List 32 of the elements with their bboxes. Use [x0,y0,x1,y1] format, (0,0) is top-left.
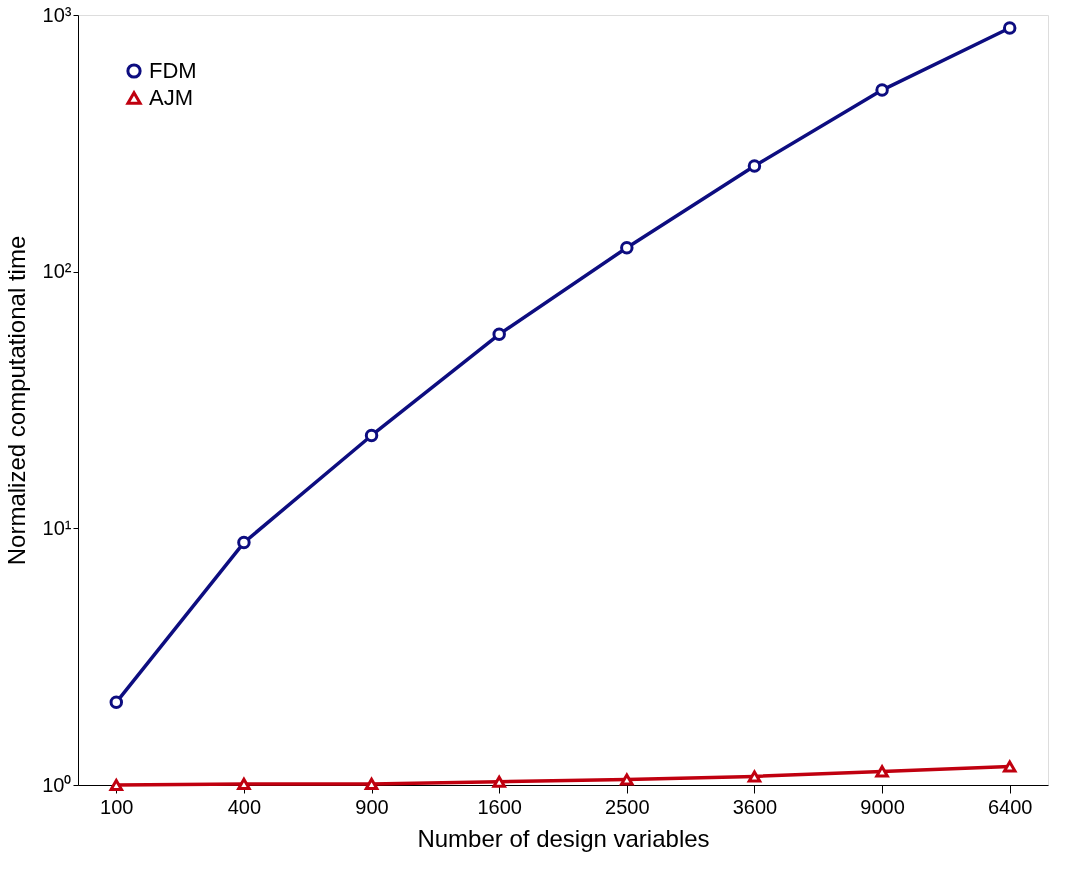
point [492,775,506,788]
x-tick-label: 1600 [477,795,522,818]
point [620,773,634,786]
point [109,695,124,710]
point [364,777,379,790]
point [237,777,251,790]
point [109,778,124,792]
y-tick-label: 10³ [42,3,72,26]
point [1002,760,1017,773]
y-tick-label: 10⁰ [42,773,72,796]
x-tick-label: 900 [355,795,389,818]
x-tick-label: 400 [227,795,262,818]
x-tick-label: 2500 [605,795,650,818]
x-tick-label: 3600 [732,795,778,818]
point [747,159,762,173]
point [747,770,762,783]
legend-label: FDM [149,58,197,83]
point [875,765,889,778]
y-axis-title: Normalized computational time [3,235,31,566]
y-tick-label: 10² [42,260,72,283]
x-tick-label: 9000 [860,795,905,818]
x-axis-title: Number of design variables [417,824,710,852]
x-tick-label: 100 [100,795,134,818]
point [1002,21,1017,35]
x-tick-label: 6400 [987,795,1033,818]
point [492,327,506,342]
point [237,535,251,550]
point [875,83,889,97]
point [620,240,634,255]
legend-label: AJM [149,85,193,110]
point [364,428,379,443]
y-tick-label: 10¹ [42,516,72,539]
